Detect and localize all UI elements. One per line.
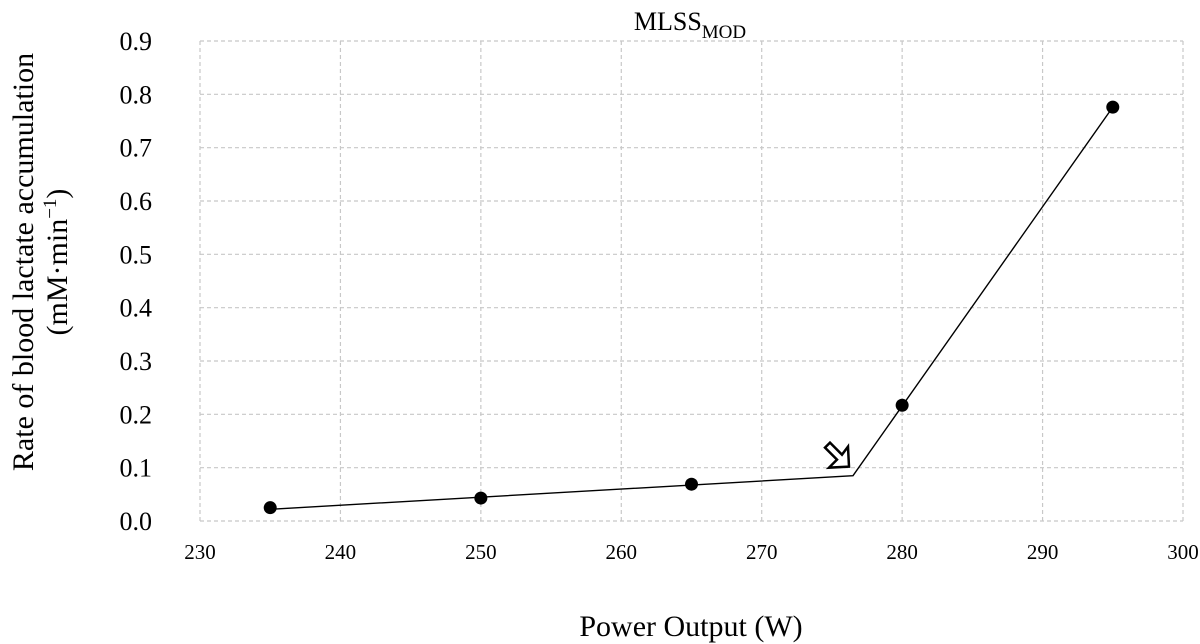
x-tick-label: 240: [325, 540, 357, 564]
x-tick-label: 230: [184, 540, 216, 564]
y-tick-label: 0.9: [120, 27, 153, 56]
y-tick-label: 0.1: [120, 454, 153, 483]
fit-line: [270, 106, 1114, 510]
data-points: [263, 100, 1120, 515]
y-tick-label: 0.0: [120, 507, 153, 536]
data-point: [1106, 100, 1120, 114]
y-tick-label: 0.6: [120, 187, 153, 216]
annotations: [823, 440, 851, 470]
y-tick-label: 0.8: [120, 80, 153, 109]
data-point: [474, 491, 488, 505]
y-axis-label-line2: (mM·min−1): [40, 189, 74, 336]
x-tick-label: 300: [1167, 540, 1199, 564]
y-axis-label: Rate of blood lactate accumulation (mM·m…: [7, 53, 74, 471]
y-axis-label-line1: Rate of blood lactate accumulation: [7, 53, 40, 471]
x-tick-label: 260: [606, 540, 638, 564]
y-tick-label: 0.4: [120, 294, 153, 323]
x-tick-label: 250: [465, 540, 497, 564]
chart-title: MLSSMOD: [634, 7, 746, 43]
x-tick-label: 290: [1027, 540, 1059, 564]
y-tick-labels: 0.0 0.1 0.2 0.3 0.4 0.5 0.6 0.7 0.8 0.9: [120, 27, 153, 536]
y-tick-label: 0.7: [120, 134, 153, 163]
data-point: [895, 398, 909, 412]
grid-lines: [199, 40, 1184, 522]
y-tick-label: 0.5: [120, 240, 153, 269]
chart-title-subscript: MOD: [702, 22, 746, 43]
x-axis-label: Power Output (W): [579, 610, 802, 643]
data-point: [263, 501, 277, 515]
y-tick-label: 0.2: [120, 400, 153, 429]
x-tick-label: 270: [746, 540, 778, 564]
fit-line-group: [270, 106, 1114, 510]
y-tick-label: 0.3: [120, 347, 153, 376]
x-tick-labels: 230 240 250 260 270 280 290 300: [184, 540, 1199, 564]
breakpoint-arrow-icon: [823, 440, 851, 470]
data-point: [685, 477, 698, 491]
x-tick-label: 280: [886, 540, 918, 564]
